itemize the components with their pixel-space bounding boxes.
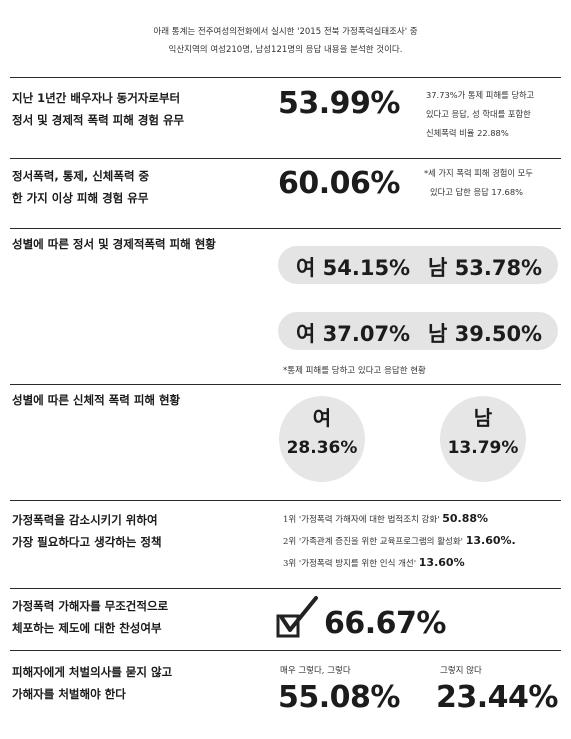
gender-stat-pill-1: 여 54.15% 남 53.78% [278, 246, 558, 284]
note-1-line-3: 신체폭력 비율 22.88% [426, 128, 509, 138]
agree-value: 55.08% [278, 680, 400, 715]
question-1-line-1: 지난 1년간 배우자나 동거자로부터 [12, 91, 181, 105]
question-3: 성별에 따른 정서 및 경제적폭력 피해 현황 [12, 237, 216, 251]
question-5-line-1: 가정폭력을 감소시키기 위하여 [12, 513, 158, 527]
rank-2-value: 13.60%. [465, 534, 516, 547]
intro-line-1: 아래 통계는 전주여성의전화에서 실시한 '2015 전북 가정폭력실태조사' … [153, 27, 418, 37]
male-value: 남 53.78% [428, 256, 543, 280]
gender-stat-pill-2: 여 37.07% 남 39.50% [278, 312, 558, 350]
divider [10, 588, 561, 589]
female-value: 여 37.07% [296, 322, 411, 346]
rank-1: 1위 '가정폭력 가해자에 대한 법적조치 강화' 50.88% [283, 512, 488, 525]
rank-2-text: 2위 '가족관계 증진을 위한 교육프로그램의 활성화' [283, 537, 463, 547]
checkbox-check-icon [276, 596, 318, 638]
stat-value-1: 53.99% [278, 86, 400, 121]
male-label: 남 [473, 406, 493, 430]
rank-3: 3위 '가정폭력 방지를 위한 인식 개선' 13.60% [283, 556, 465, 569]
disagree-label: 그렇지 않다 [440, 666, 482, 676]
footnote: *통제 피해를 당하고 있다고 응답한 현황 [283, 366, 426, 376]
female-circle: 여 28.36% [279, 396, 365, 482]
divider [10, 650, 561, 651]
question-4: 성별에 따른 신체적 폭력 피해 현황 [12, 393, 181, 407]
male-value: 13.79% [447, 438, 519, 458]
question-6-line-1: 가정폭력 가해자를 무조건적으로 [12, 599, 169, 613]
question-5-line-2: 가장 필요하다고 생각하는 정책 [12, 535, 162, 549]
intro-line-2: 익산지역의 여성210명, 남성121명의 응답 내용을 분석한 것이다. [168, 45, 403, 55]
rank-1-text: 1위 '가정폭력 가해자에 대한 법적조치 강화' [283, 515, 440, 525]
question-2-line-2: 한 가지 이상 피해 경험 유무 [12, 191, 149, 205]
note-1-line-2: 있다고 응답, 성 학대를 포함한 [426, 109, 531, 119]
female-value: 여 54.15% [296, 256, 411, 280]
divider [10, 77, 561, 78]
rank-3-value: 13.60% [418, 556, 465, 569]
rank-3-text: 3위 '가정폭력 방지를 위한 인식 개선' [283, 559, 417, 569]
male-circle: 남 13.79% [440, 396, 526, 482]
stat-value-2: 60.06% [278, 166, 400, 201]
divider [10, 384, 561, 385]
question-7-line-2: 가해자를 처벌해야 한다 [12, 687, 126, 701]
divider [10, 500, 561, 501]
female-value: 28.36% [286, 438, 358, 458]
agree-label: 매우 그렇다, 그렇다 [280, 666, 351, 676]
disagree-value: 23.44% [436, 680, 558, 715]
question-6-line-2: 체포하는 제도에 대한 찬성여부 [12, 621, 162, 635]
female-label: 여 [312, 406, 332, 430]
note-2-line-1: *세 가지 폭력 피해 경험이 모두 [424, 168, 533, 178]
divider [10, 158, 561, 159]
rank-1-value: 50.88% [442, 512, 489, 525]
stat-value-6: 66.67% [324, 606, 446, 641]
question-1-line-2: 정서 및 경제적 폭력 피해 경험 유무 [12, 113, 185, 127]
question-7-line-1: 피해자에게 처벌의사를 묻지 않고 [12, 665, 173, 679]
note-2-line-2: 있다고 답한 응답 17.68% [430, 187, 523, 197]
male-value: 남 39.50% [428, 322, 543, 346]
note-1-line-1: 37.73%가 통제 피해를 당하고 [426, 90, 535, 100]
rank-2: 2위 '가족관계 증진을 위한 교육프로그램의 활성화' 13.60%. [283, 534, 516, 547]
divider [10, 228, 561, 229]
question-2-line-1: 정서폭력, 통제, 신체폭력 중 [12, 169, 150, 183]
